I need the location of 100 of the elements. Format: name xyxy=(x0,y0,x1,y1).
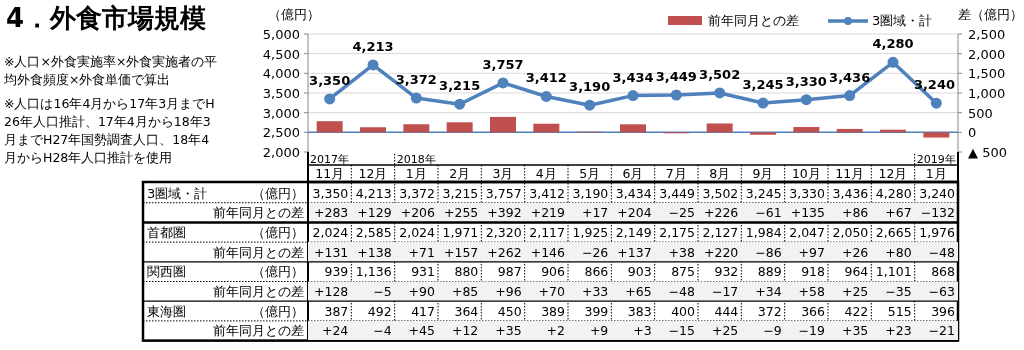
x-tick-label: 4月 xyxy=(535,166,557,181)
x-tick-label: 12月 xyxy=(878,166,908,181)
text: +35 xyxy=(841,323,869,339)
text: 関西圏 xyxy=(147,264,186,280)
text: +35 xyxy=(495,323,522,339)
y-tick-label: 5,000 xyxy=(262,27,300,42)
text: 400 xyxy=(671,303,696,319)
text: 3,330 xyxy=(785,73,827,89)
text: +90 xyxy=(408,284,436,299)
x-tick-label: 1月 xyxy=(925,166,947,181)
y-tick-label: 2,000 xyxy=(262,145,300,160)
text: 前年同月との差 xyxy=(213,323,304,339)
text: +23 xyxy=(885,323,912,339)
text: 2,117 xyxy=(529,224,565,240)
text: 2,047 xyxy=(789,224,825,240)
text: 1,101 xyxy=(875,264,912,280)
text: −5 xyxy=(373,284,392,299)
text: +3 xyxy=(633,323,652,339)
x-tick-label: 11月 xyxy=(315,166,345,181)
data-label: +206 xyxy=(400,205,436,221)
text: 3,190 xyxy=(569,79,611,95)
text: 1,925 xyxy=(572,224,609,240)
text: +33 xyxy=(581,284,609,299)
text: +137 xyxy=(617,244,652,260)
text: 903 xyxy=(627,264,652,280)
text: +131 xyxy=(313,244,349,260)
text: 2,320 xyxy=(485,224,522,240)
chart-title: 4．外食市場規模 xyxy=(6,3,207,33)
x-tick-label: 12月 xyxy=(358,166,388,181)
text: +9 xyxy=(589,323,609,339)
text: +96 xyxy=(495,284,522,299)
data-label: 3,436 xyxy=(832,185,869,201)
text: 918 xyxy=(801,264,826,280)
text: 前年同月との差 xyxy=(213,205,304,221)
text: 387 xyxy=(324,303,349,319)
text: 932 xyxy=(714,264,739,280)
text: −63 xyxy=(928,284,955,299)
text: +34 xyxy=(755,284,782,299)
data-label: 3,240 xyxy=(919,185,956,201)
data-label: 4,280 xyxy=(875,185,912,201)
data-label: 3,449 xyxy=(659,185,696,201)
text: +71 xyxy=(408,244,435,260)
text: −26 xyxy=(581,244,609,260)
text: 3,215 xyxy=(439,78,481,94)
text: ※人口×外食実施率×外食実施者の平均外食頻度×外食単価で算出 xyxy=(3,54,218,87)
text: 東海圏 xyxy=(147,303,186,319)
text: 2,175 xyxy=(659,224,695,240)
data-label: +392 xyxy=(487,205,522,221)
text: 2,665 xyxy=(875,224,912,240)
text: 1,136 xyxy=(355,264,392,280)
text: 450 xyxy=(497,303,522,319)
text: 372 xyxy=(757,303,782,319)
text: +85 xyxy=(451,284,479,299)
text: 515 xyxy=(887,303,912,319)
text: +26 xyxy=(841,244,869,260)
data-label: 3,330 xyxy=(789,185,826,201)
text: 2,024 xyxy=(312,224,349,240)
text: 2,127 xyxy=(702,224,739,240)
data-label: 3,412 xyxy=(529,185,565,201)
text: 首都圏 xyxy=(147,224,186,240)
text: −15 xyxy=(668,323,695,339)
x-tick-label: 5月 xyxy=(579,166,601,181)
text: 868 xyxy=(931,264,956,280)
text: −19 xyxy=(798,323,826,339)
x-tick-label: 1月 xyxy=(405,166,427,181)
data-label: +67 xyxy=(885,205,912,221)
data-label: 3,502 xyxy=(702,185,739,201)
text: +65 xyxy=(625,284,652,299)
text: +128 xyxy=(313,284,349,299)
text: +58 xyxy=(798,284,826,299)
text: 492 xyxy=(367,303,392,319)
text: （億円） xyxy=(252,264,304,280)
y2-tick-label: ▲ 500 xyxy=(968,145,1007,160)
text: 931 xyxy=(411,264,435,280)
text: −17 xyxy=(711,284,739,299)
y-tick-label: 3,500 xyxy=(262,86,300,101)
data-label: +129 xyxy=(357,205,392,221)
data-label: −61 xyxy=(755,205,782,221)
x-tick-label: 6月 xyxy=(622,166,644,181)
text: 366 xyxy=(801,303,826,319)
text: 2017年 xyxy=(310,153,349,166)
text: −48 xyxy=(928,244,956,260)
text: 889 xyxy=(757,264,782,280)
text: 939 xyxy=(324,264,349,280)
text: +80 xyxy=(885,244,912,260)
text: 3,449 xyxy=(655,69,697,85)
text: +138 xyxy=(357,244,392,260)
text: 383 xyxy=(627,303,652,319)
y2-tick-label: 1,000 xyxy=(968,86,1006,101)
text: 2,024 xyxy=(399,224,436,240)
text: −9 xyxy=(763,323,782,339)
text: 3,372 xyxy=(395,72,437,88)
y2-tick-label: 2,000 xyxy=(968,46,1006,62)
text: 3,757 xyxy=(482,56,524,72)
text: 2018年 xyxy=(396,153,436,166)
text: 417 xyxy=(411,303,435,319)
data-label: +255 xyxy=(443,205,479,221)
y-tick-label: 2,500 xyxy=(262,125,300,141)
y2-tick-label: 500 xyxy=(968,105,993,121)
x-tick-label: 9月 xyxy=(752,166,774,181)
